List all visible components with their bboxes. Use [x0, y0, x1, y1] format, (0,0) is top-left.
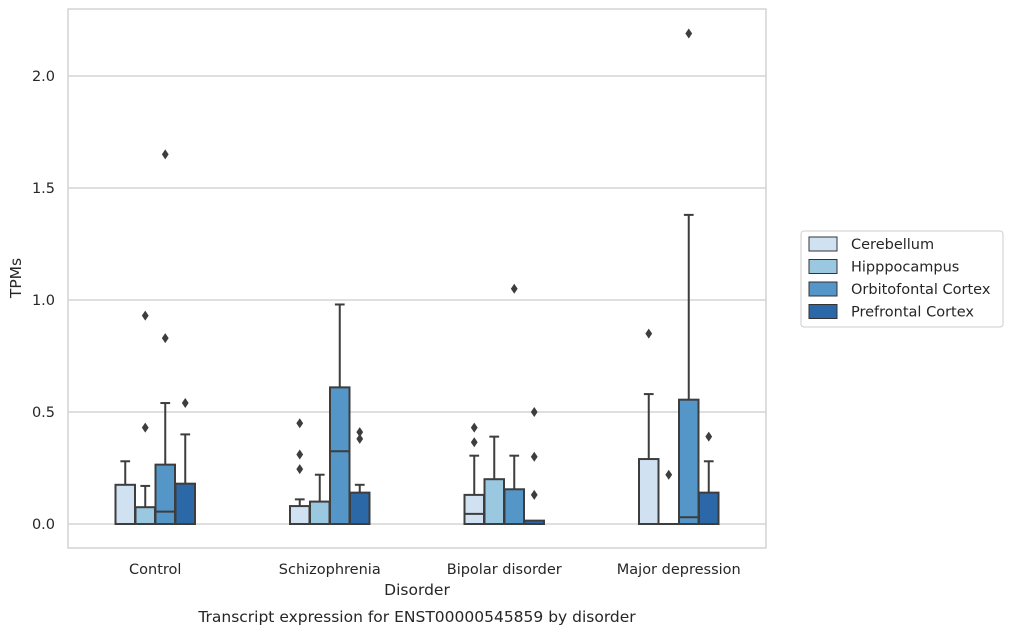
legend-label: Cerebellum	[851, 237, 934, 253]
outlier-point	[470, 437, 478, 448]
y-tick-label: 0.5	[32, 405, 55, 421]
legend-swatch	[808, 281, 838, 297]
legend-label: Hipppocampus	[851, 260, 959, 276]
box-body	[483, 478, 505, 526]
box-body	[309, 500, 331, 526]
box	[309, 473, 331, 526]
box	[174, 398, 196, 525]
box-body	[638, 458, 660, 526]
outlier-point	[530, 451, 538, 462]
y-axis-ticks: 0.0 0.5 1.0 1.5 2.0	[32, 69, 55, 533]
outlier-point	[161, 333, 169, 344]
outlier-point	[296, 464, 304, 475]
box	[463, 422, 485, 526]
box	[483, 435, 505, 526]
legend: Cerebellum Hipppocampus Orbitofontal Corte…	[800, 230, 1004, 328]
x-tick-label: Schizophrenia	[279, 562, 381, 578]
outlier-point	[685, 28, 693, 39]
chart-caption: Transcript expression for ENST0000054585…	[197, 608, 636, 626]
x-tick-label: Major depression	[617, 562, 741, 578]
outlier-point	[645, 328, 653, 339]
box-body	[329, 386, 351, 525]
legend-label: Orbitofontal Cortex	[851, 282, 991, 298]
box	[678, 28, 700, 525]
box	[638, 328, 660, 526]
box	[329, 303, 351, 525]
outlier-point	[470, 422, 478, 433]
outlier-point	[530, 407, 538, 417]
x-axis-ticks: Control Schizophrenia Bipolar disorder Majo…	[129, 562, 741, 578]
grid-lines	[68, 75, 766, 525]
legend-swatch	[808, 236, 838, 252]
outlier-point	[530, 489, 538, 500]
x-axis-title: Disorder	[384, 581, 450, 599]
y-tick-label: 1.5	[32, 181, 55, 197]
box-body	[678, 398, 700, 525]
outlier-point	[161, 149, 169, 160]
outlier-point	[141, 310, 149, 321]
legend-label: Prefrontal Cortex	[851, 305, 974, 321]
legend-swatch	[808, 304, 838, 319]
outlier-point	[356, 433, 364, 444]
box-body	[698, 491, 720, 526]
box-body	[503, 488, 525, 525]
plot-area-frame	[67, 8, 767, 549]
box-body	[114, 483, 136, 525]
outlier-point	[665, 469, 673, 480]
outlier-point	[296, 449, 304, 460]
x-tick-label: Control	[129, 562, 181, 578]
outlier-point	[181, 398, 189, 409]
legend-swatch	[808, 259, 838, 274]
box-body	[349, 491, 371, 526]
box-body	[154, 463, 176, 526]
box	[134, 310, 156, 526]
box-body	[174, 482, 196, 525]
box	[503, 283, 525, 525]
box-body	[289, 505, 311, 525]
box	[658, 469, 680, 526]
box	[523, 407, 545, 526]
outlier-point	[141, 422, 149, 433]
y-tick-label: 0.0	[32, 517, 55, 533]
y-tick-label: 1.0	[32, 293, 55, 309]
legend-frame	[800, 230, 1004, 328]
box	[698, 431, 720, 526]
y-tick-label: 2.0	[32, 69, 55, 85]
outlier-point	[296, 418, 304, 429]
box	[349, 427, 371, 526]
box-series	[114, 28, 720, 526]
box-body	[134, 506, 156, 526]
outlier-point	[705, 431, 713, 442]
y-axis-title: TPMs	[7, 258, 25, 299]
box	[114, 460, 136, 525]
outlier-point	[356, 427, 364, 438]
box-body	[463, 493, 485, 526]
outlier-point	[510, 283, 518, 294]
box	[154, 149, 176, 526]
box	[289, 418, 311, 525]
x-tick-label: Bipolar disorder	[447, 562, 562, 578]
